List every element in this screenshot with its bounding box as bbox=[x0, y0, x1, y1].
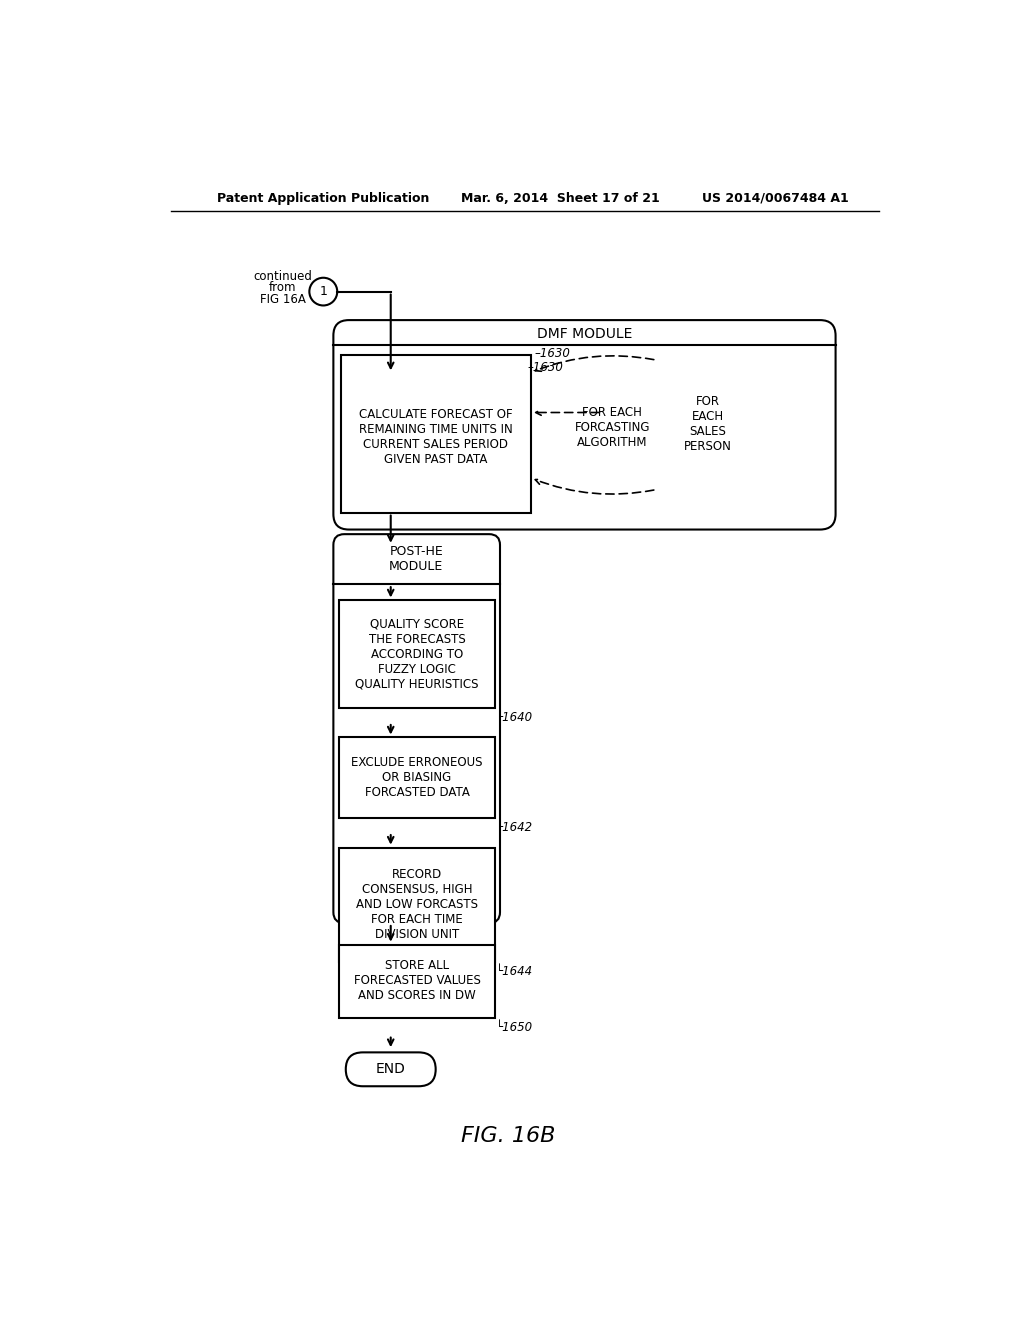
Text: └1650: └1650 bbox=[496, 1020, 534, 1034]
Text: POST-HE
MODULE: POST-HE MODULE bbox=[389, 545, 443, 573]
Text: QUALITY SCORE
THE FORECASTS
ACCORDING TO
FUZZY LOGIC
QUALITY HEURISTICS: QUALITY SCORE THE FORECASTS ACCORDING TO… bbox=[355, 618, 479, 690]
Text: continued: continued bbox=[254, 269, 312, 282]
Text: Patent Application Publication: Patent Application Publication bbox=[217, 191, 429, 205]
Text: 1: 1 bbox=[319, 285, 328, 298]
Text: US 2014/0067484 A1: US 2014/0067484 A1 bbox=[701, 191, 848, 205]
Text: FIG 16A: FIG 16A bbox=[260, 293, 306, 306]
Text: from: from bbox=[269, 281, 297, 294]
Bar bbox=[339, 847, 496, 961]
Text: └1642: └1642 bbox=[496, 821, 534, 834]
Text: DMF MODULE: DMF MODULE bbox=[537, 327, 632, 341]
Circle shape bbox=[309, 277, 337, 305]
Text: –1630: –1630 bbox=[535, 347, 570, 360]
Text: FIG. 16B: FIG. 16B bbox=[461, 1126, 555, 1146]
Text: STORE ALL
FORECASTED VALUES
AND SCORES IN DW: STORE ALL FORECASTED VALUES AND SCORES I… bbox=[353, 960, 480, 1002]
Text: EXCLUDE ERRONEOUS
OR BIASING
FORCASTED DATA: EXCLUDE ERRONEOUS OR BIASING FORCASTED D… bbox=[351, 756, 483, 799]
FancyBboxPatch shape bbox=[346, 1052, 435, 1086]
Text: └1644: └1644 bbox=[496, 965, 534, 978]
FancyBboxPatch shape bbox=[334, 535, 500, 923]
Bar bbox=[341, 355, 531, 512]
Text: RECORD
CONSENSUS, HIGH
AND LOW FORCASTS
FOR EACH TIME
DIVISION UNIT: RECORD CONSENSUS, HIGH AND LOW FORCASTS … bbox=[356, 869, 478, 941]
Text: FOR
EACH
SALES
PERSON: FOR EACH SALES PERSON bbox=[684, 395, 731, 453]
Text: FOR EACH
FORCASTING
ALGORITHM: FOR EACH FORCASTING ALGORITHM bbox=[574, 407, 650, 449]
Text: –1630: –1630 bbox=[527, 360, 563, 374]
Bar bbox=[339, 945, 496, 1018]
Bar bbox=[339, 738, 496, 818]
Text: └1640: └1640 bbox=[496, 711, 534, 725]
Text: Mar. 6, 2014  Sheet 17 of 21: Mar. 6, 2014 Sheet 17 of 21 bbox=[461, 191, 660, 205]
Text: CALCULATE FORECAST OF
REMAINING TIME UNITS IN
CURRENT SALES PERIOD
GIVEN PAST DA: CALCULATE FORECAST OF REMAINING TIME UNI… bbox=[358, 408, 513, 466]
FancyBboxPatch shape bbox=[334, 321, 836, 529]
Bar bbox=[339, 601, 496, 708]
Text: END: END bbox=[376, 1063, 406, 1076]
